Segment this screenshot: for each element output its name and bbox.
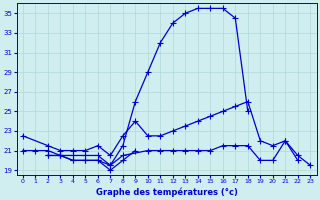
X-axis label: Graphe des températures (°c): Graphe des températures (°c) [96, 187, 237, 197]
